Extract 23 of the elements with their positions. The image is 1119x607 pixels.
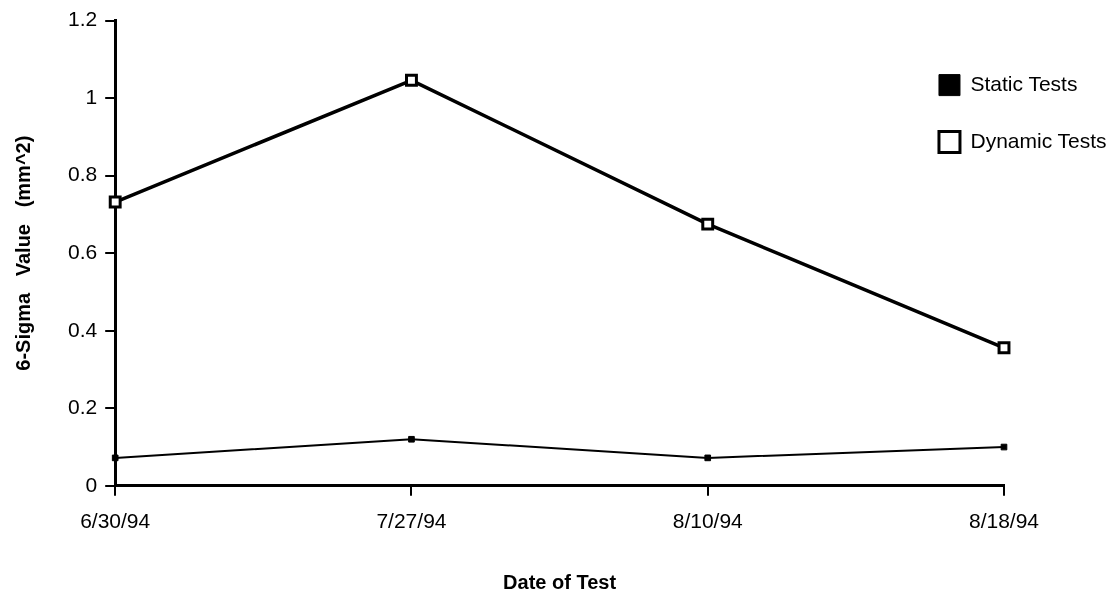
x-tick-label: 7/27/94 — [376, 509, 447, 533]
point — [704, 454, 712, 462]
point — [701, 217, 715, 231]
point — [111, 454, 119, 462]
y-tick-label: 0.4 — [67, 317, 98, 341]
point — [408, 435, 415, 443]
x-tick-label: 8/10/94 — [672, 509, 744, 533]
point — [108, 195, 122, 209]
y-tick-label: 0.8 — [67, 162, 98, 186]
y-tick-label: 1.2 — [67, 7, 98, 31]
y-tick-label: 0.2 — [67, 395, 98, 419]
legend-label: Dynamic Tests — [970, 128, 1107, 152]
x-tick-label: 8/18/94 — [968, 509, 1040, 533]
legend-label: Static Tests — [970, 71, 1078, 95]
y-axis-title: 6-Sigma Value (mm^2) — [11, 135, 34, 371]
y-tick-label: 0.6 — [67, 240, 98, 263]
y-tick-label: 1 — [85, 84, 98, 108]
x-tick-label: 6/30/94 — [80, 509, 151, 533]
x-axis-title: Date of Test — [503, 570, 617, 593]
y-tick-label: 0 — [85, 472, 98, 496]
point — [1000, 443, 1008, 451]
point — [405, 73, 418, 87]
point — [997, 341, 1011, 355]
